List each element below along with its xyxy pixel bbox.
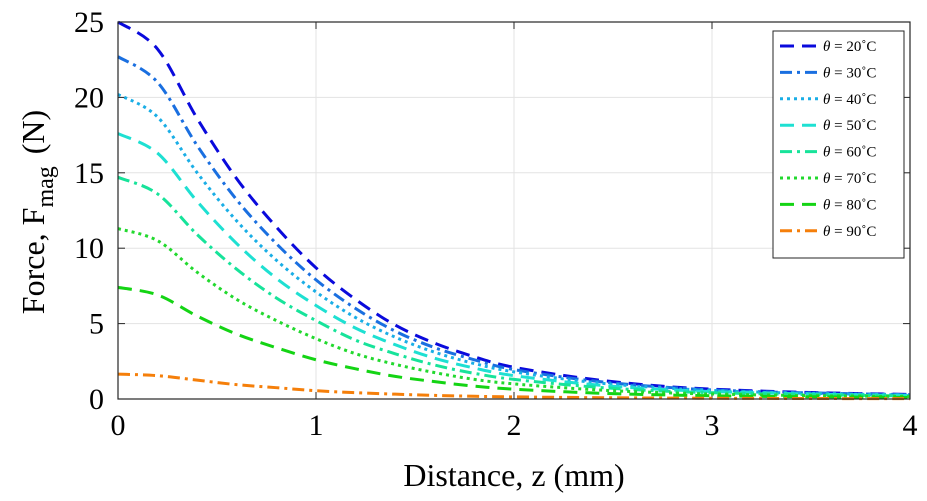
legend-label: θ = 80˚C bbox=[823, 197, 876, 213]
legend-entry-30c: θ = 30˚C bbox=[780, 65, 876, 81]
legend-label: θ = 50˚C bbox=[823, 118, 876, 134]
legend-entry-20c: θ = 20˚C bbox=[780, 39, 876, 55]
legend-label-symbol: θ bbox=[823, 118, 831, 134]
x-tick-label: 0 bbox=[111, 409, 126, 442]
legend-label-text: = 60˚C bbox=[830, 145, 876, 161]
legend-entry-80c: θ = 80˚C bbox=[780, 197, 876, 213]
plot-frame bbox=[117, 21, 911, 400]
y-tick-label: 25 bbox=[74, 6, 104, 39]
series-line-90c bbox=[117, 372, 911, 401]
legend-label: θ = 90˚C bbox=[823, 224, 876, 240]
legend-box bbox=[772, 30, 905, 259]
legend: θ = 20˚Cθ = 30˚Cθ = 40˚Cθ = 50˚Cθ = 60˚C… bbox=[772, 30, 905, 259]
legend-entry-50c: θ = 50˚C bbox=[780, 118, 876, 134]
legend-label-symbol: θ bbox=[823, 171, 831, 187]
x-tick-label: 3 bbox=[705, 409, 720, 442]
legend-label-text: = 30˚C bbox=[830, 65, 876, 81]
legend-label-text: = 20˚C bbox=[830, 39, 876, 55]
x-tick-label: 1 bbox=[309, 409, 324, 442]
legend-label-text: = 90˚C bbox=[830, 224, 876, 240]
legend-label: θ = 70˚C bbox=[823, 171, 876, 187]
legend-entry-60c: θ = 60˚C bbox=[780, 145, 876, 161]
legend-entry-90c: θ = 90˚C bbox=[780, 224, 876, 240]
y-tick-label: 15 bbox=[74, 157, 104, 190]
legend-entry-40c: θ = 40˚C bbox=[780, 92, 876, 108]
y-axis-label-main: Force, F bbox=[15, 208, 51, 315]
legend-label-text: = 40˚C bbox=[830, 92, 876, 108]
legend-label: θ = 30˚C bbox=[823, 65, 876, 81]
y-axis-ticks: 0 5 10 15 20 25 bbox=[74, 6, 910, 416]
legend-label-text: = 70˚C bbox=[830, 171, 876, 187]
series-lines bbox=[117, 20, 911, 401]
series-line-80c bbox=[117, 285, 911, 399]
legend-label-symbol: θ bbox=[823, 197, 831, 213]
legend-label-symbol: θ bbox=[823, 39, 831, 55]
legend-label: θ = 20˚C bbox=[823, 39, 876, 55]
y-axis-label-unit: (N) bbox=[15, 110, 51, 154]
legend-entry-70c: θ = 70˚C bbox=[780, 171, 876, 187]
legend-label-symbol: θ bbox=[823, 65, 831, 81]
y-tick-label: 10 bbox=[74, 232, 104, 265]
legend-label: θ = 40˚C bbox=[823, 92, 876, 108]
legend-label: θ = 60˚C bbox=[823, 145, 876, 161]
y-axis-label: Force, Fmag (N) bbox=[15, 110, 59, 314]
y-tick-label: 5 bbox=[89, 308, 104, 341]
series-line-70c bbox=[117, 227, 911, 399]
x-tick-label: 2 bbox=[507, 409, 522, 442]
x-tick-label: 4 bbox=[903, 409, 918, 442]
series-line-40c bbox=[117, 93, 911, 397]
legend-label-symbol: θ bbox=[823, 145, 831, 161]
y-axis-label-subscript: mag bbox=[33, 166, 59, 207]
legend-label-text: = 50˚C bbox=[830, 118, 876, 134]
legend-label-text: = 80˚C bbox=[830, 197, 876, 213]
x-axis-label: Distance, z (mm) bbox=[403, 457, 624, 493]
legend-label-symbol: θ bbox=[823, 224, 831, 240]
x-axis-ticks: 0 1 2 3 4 bbox=[111, 22, 918, 442]
legend-label-symbol: θ bbox=[823, 92, 831, 108]
y-tick-label: 20 bbox=[74, 81, 104, 114]
y-tick-label: 0 bbox=[89, 383, 104, 416]
